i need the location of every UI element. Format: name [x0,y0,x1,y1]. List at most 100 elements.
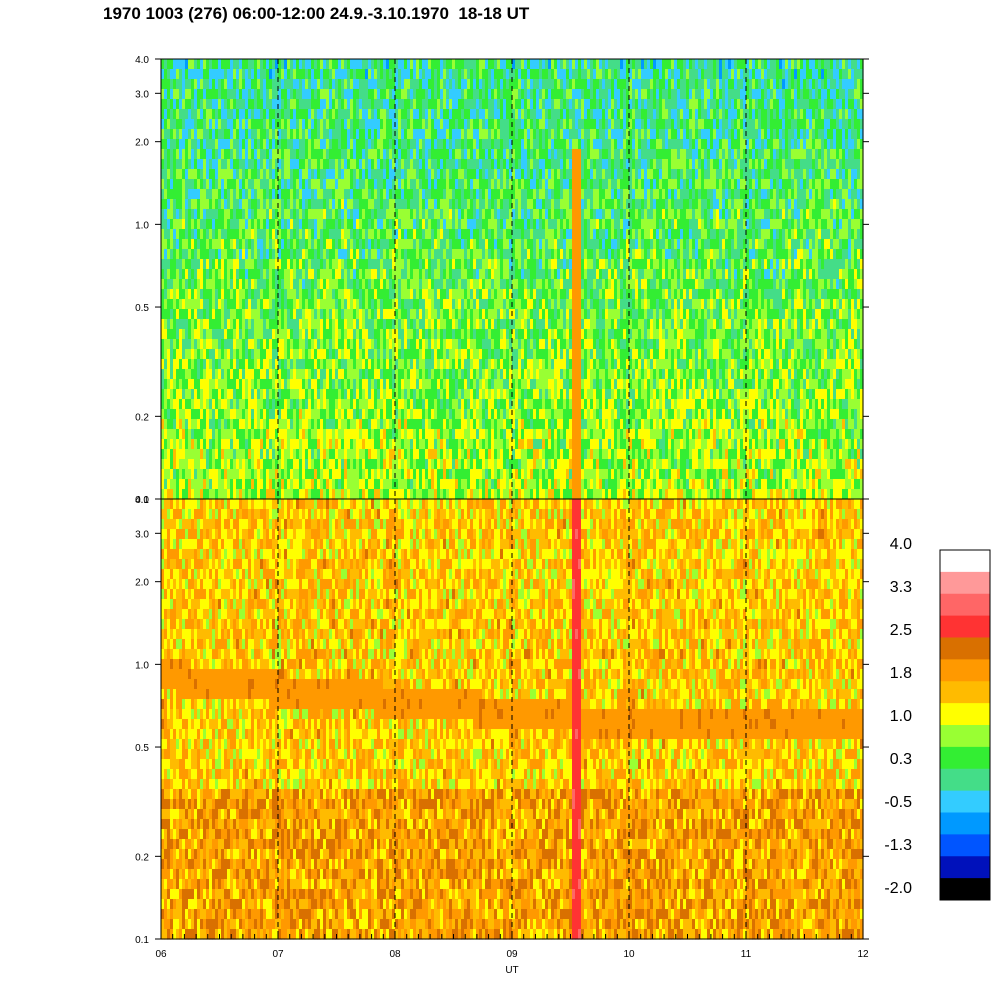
heatmap-cell [386,139,390,150]
heatmap-cell [428,149,432,160]
heatmap-cell [446,219,450,230]
heatmap-cell [275,399,279,410]
heatmap-cell [176,289,180,300]
heatmap-cell [407,449,411,460]
heatmap-cell [365,149,369,160]
heatmap-cell [176,459,180,470]
heatmap-cell [332,429,336,440]
heatmap-cell [236,419,240,430]
heatmap-cell [359,469,363,480]
heatmap-cell [221,139,225,150]
heatmap-cell [245,379,249,390]
heatmap-cell [212,459,216,470]
heatmap-cell [347,229,351,240]
heatmap-cell [188,359,192,370]
heatmap-cell [251,289,255,300]
heatmap-cell [317,109,321,120]
heatmap-cell [413,289,417,300]
heatmap-cell [296,269,300,280]
heatmap-cell [200,409,204,420]
heatmap-cell [236,349,240,360]
heatmap-cell [170,469,174,480]
heatmap-cell [314,139,318,150]
heatmap-cell [338,119,342,130]
heatmap-cell [329,249,333,260]
heatmap-cell [281,409,285,420]
heatmap-cell [260,449,264,460]
heatmap-cell [230,399,234,410]
heatmap-cell [350,119,354,130]
heatmap-cell [359,429,363,440]
heatmap-cell [410,439,414,450]
heatmap-cell [308,189,312,200]
heatmap-cell [380,229,384,240]
heatmap-cell [203,199,207,210]
heatmap-cell [215,59,219,70]
heatmap-cell [395,169,399,180]
heatmap-cell [350,299,354,310]
heatmap-cell [200,239,204,250]
heatmap-cell [401,479,405,490]
heatmap-cell [440,489,444,500]
heatmap-cell [323,289,327,300]
heatmap-cell [440,189,444,200]
heatmap-cell [371,329,375,340]
heatmap-cell [287,129,291,140]
heatmap-cell [383,269,387,280]
heatmap-cell [359,489,363,500]
heatmap-cell [209,319,213,330]
heatmap-cell [362,119,366,130]
heatmap-cell [350,269,354,280]
heatmap-cell [218,339,222,350]
heatmap-cell [242,99,246,110]
heatmap-cell [302,419,306,430]
heatmap-cell [254,489,258,500]
heatmap-cell [173,319,177,330]
heatmap-cell [272,339,276,350]
heatmap-cell [230,239,234,250]
heatmap-cell [368,399,372,410]
heatmap-cell [302,279,306,290]
heatmap-cell [278,109,282,120]
heatmap-cell [425,269,429,280]
heatmap-cell [257,369,261,380]
heatmap-cell [380,449,384,460]
heatmap-cell [449,319,453,330]
heatmap-cell [347,139,351,150]
heatmap-cell [320,419,324,430]
heatmap-cell [164,309,168,320]
heatmap-cell [365,349,369,360]
heatmap-cell [221,109,225,120]
heatmap-cell [437,439,441,450]
heatmap-cell [425,69,429,80]
heatmap-cell [413,119,417,130]
heatmap-cell [413,369,417,380]
heatmap-cell [272,129,276,140]
heatmap-cell [161,199,165,210]
heatmap-cell [164,149,168,160]
heatmap-cell [200,269,204,280]
heatmap-cell [434,139,438,150]
heatmap-cell [371,219,375,230]
heatmap-cell [431,439,435,450]
heatmap-cell [362,299,366,310]
heatmap-cell [206,129,210,140]
heatmap-cell [434,449,438,460]
heatmap-cell [257,89,261,100]
heatmap-cell [416,449,420,460]
heatmap-cell [350,479,354,490]
heatmap-cell [389,249,393,260]
heatmap-cell [353,469,357,480]
heatmap-cell [440,239,444,250]
heatmap-cell [272,349,276,360]
heatmap-cell [182,409,186,420]
heatmap-cell [206,329,210,340]
heatmap-cell [191,169,195,180]
heatmap-cell [251,119,255,130]
heatmap-cell [407,89,411,100]
heatmap-cell [377,309,381,320]
heatmap-cell [263,339,267,350]
heatmap-cell [275,129,279,140]
heatmap-cell [221,219,225,230]
heatmap-cell [170,159,174,170]
